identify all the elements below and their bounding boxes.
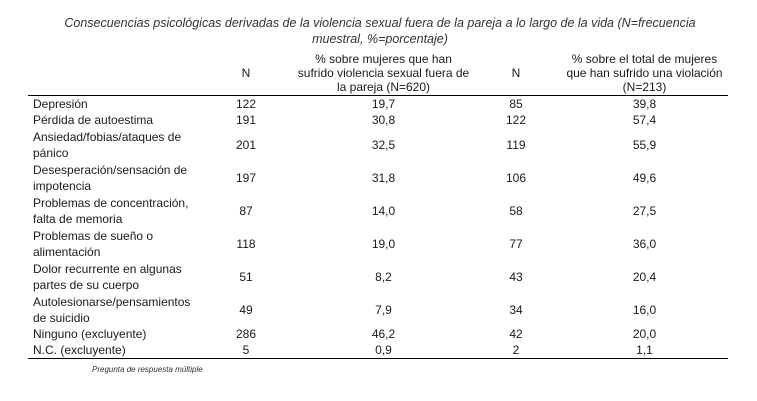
row-n2: 2 [471, 342, 561, 359]
row-pct1: 31,8 [371, 170, 396, 185]
row-label: Ninguno (excluyente) [33, 327, 147, 341]
table-row: Dolor recurrente en algunas partes de su… [28, 260, 728, 293]
row-n2: 122 [505, 113, 527, 127]
table-row: Problemas de concentración, falta de mem… [28, 194, 728, 227]
table-row: Depresión 122 19,7 85 39,8 [28, 96, 728, 113]
row-pct1: 46,2 [371, 327, 396, 341]
row-label: Pérdida de autoestima [33, 113, 154, 127]
row-n1: 118 [236, 236, 256, 251]
row-n1: 197 [235, 170, 257, 185]
row-n2: 85 [509, 97, 523, 111]
row-n2: 58 [509, 203, 523, 218]
row-n2: 77 [509, 236, 523, 251]
header-pct2: % sobre el total de mujeres que han sufr… [561, 52, 728, 96]
row-label: Problemas de concentración, falta de mem… [33, 195, 189, 226]
row-label: Depresión [33, 97, 88, 111]
data-table: N % sobre mujeres que han sufrido violen… [28, 52, 728, 359]
table-row: Ninguno (excluyente) 286 46,2 42 20,0 [28, 326, 728, 342]
footnote: Pregunta de respuesta múltiple [92, 365, 203, 374]
row-n2: 119 [506, 137, 526, 152]
row-pct2: 27,5 [632, 203, 657, 218]
row-pct1: 14,0 [371, 203, 396, 218]
header-n2: N [471, 52, 561, 96]
row-pct2: 55,9 [632, 137, 657, 152]
row-n1: 87 [239, 203, 253, 218]
row-pct1: 0,9 [296, 342, 471, 359]
row-pct1: 32,5 [371, 137, 396, 152]
row-n2: 42 [509, 327, 523, 341]
row-pct2: 16,0 [632, 302, 657, 317]
table-caption: Consecuencias psicológicas derivadas de … [64, 16, 696, 46]
row-n2: 106 [505, 170, 527, 185]
row-pct1: 19,7 [371, 97, 396, 111]
row-pct2: 20,4 [632, 269, 657, 284]
row-pct2: 1,1 [561, 342, 728, 359]
table-row: Pérdida de autoestima 191 30,8 122 57,4 [28, 112, 728, 128]
header-n1: N [196, 52, 296, 96]
row-pct1: 30,8 [371, 113, 396, 127]
header-label [28, 52, 196, 96]
row-label: N.C. (excluyente) [28, 342, 196, 359]
table-row: Desesperación/sensación de impotencia 19… [28, 161, 728, 194]
row-n1: 51 [239, 269, 253, 284]
row-n2: 34 [509, 302, 523, 317]
row-n1: 201 [235, 137, 257, 152]
row-label: Ansiedad/fobias/ataques de pánico [33, 129, 182, 160]
table-row: Ansiedad/fobias/ataques de pánico 201 32… [28, 128, 728, 161]
row-n2: 43 [509, 269, 523, 284]
row-n1: 122 [235, 97, 257, 111]
row-n1: 49 [239, 302, 253, 317]
table-row: Autolesionarse/pensamientos de suicidio … [28, 293, 728, 326]
row-n1: 286 [235, 327, 257, 341]
row-label: Problemas de sueño o alimentación [33, 228, 154, 259]
row-pct1: 8,2 [375, 269, 392, 284]
header-pct1: % sobre mujeres que han sufrido violenci… [296, 52, 471, 96]
row-pct2: 57,4 [632, 113, 657, 127]
table-row: N.C. (excluyente) 5 0,9 2 1,1 [28, 342, 728, 359]
row-pct2: 49,6 [632, 170, 657, 185]
table-row: Problemas de sueño o alimentación 118 19… [28, 227, 728, 260]
row-pct2: 20,0 [632, 327, 657, 341]
row-label: Autolesionarse/pensamientos de suicidio [33, 294, 191, 325]
row-pct1: 19,0 [371, 236, 396, 251]
row-n1: 191 [235, 113, 257, 127]
row-pct2: 36,0 [632, 236, 657, 251]
row-label: Dolor recurrente en algunas partes de su… [33, 261, 182, 292]
row-pct1: 7,9 [375, 302, 392, 317]
row-n1: 5 [196, 342, 296, 359]
row-pct2: 39,8 [632, 97, 657, 111]
row-label: Desesperación/sensación de impotencia [33, 162, 188, 193]
table-header-row: N % sobre mujeres que han sufrido violen… [28, 52, 728, 96]
